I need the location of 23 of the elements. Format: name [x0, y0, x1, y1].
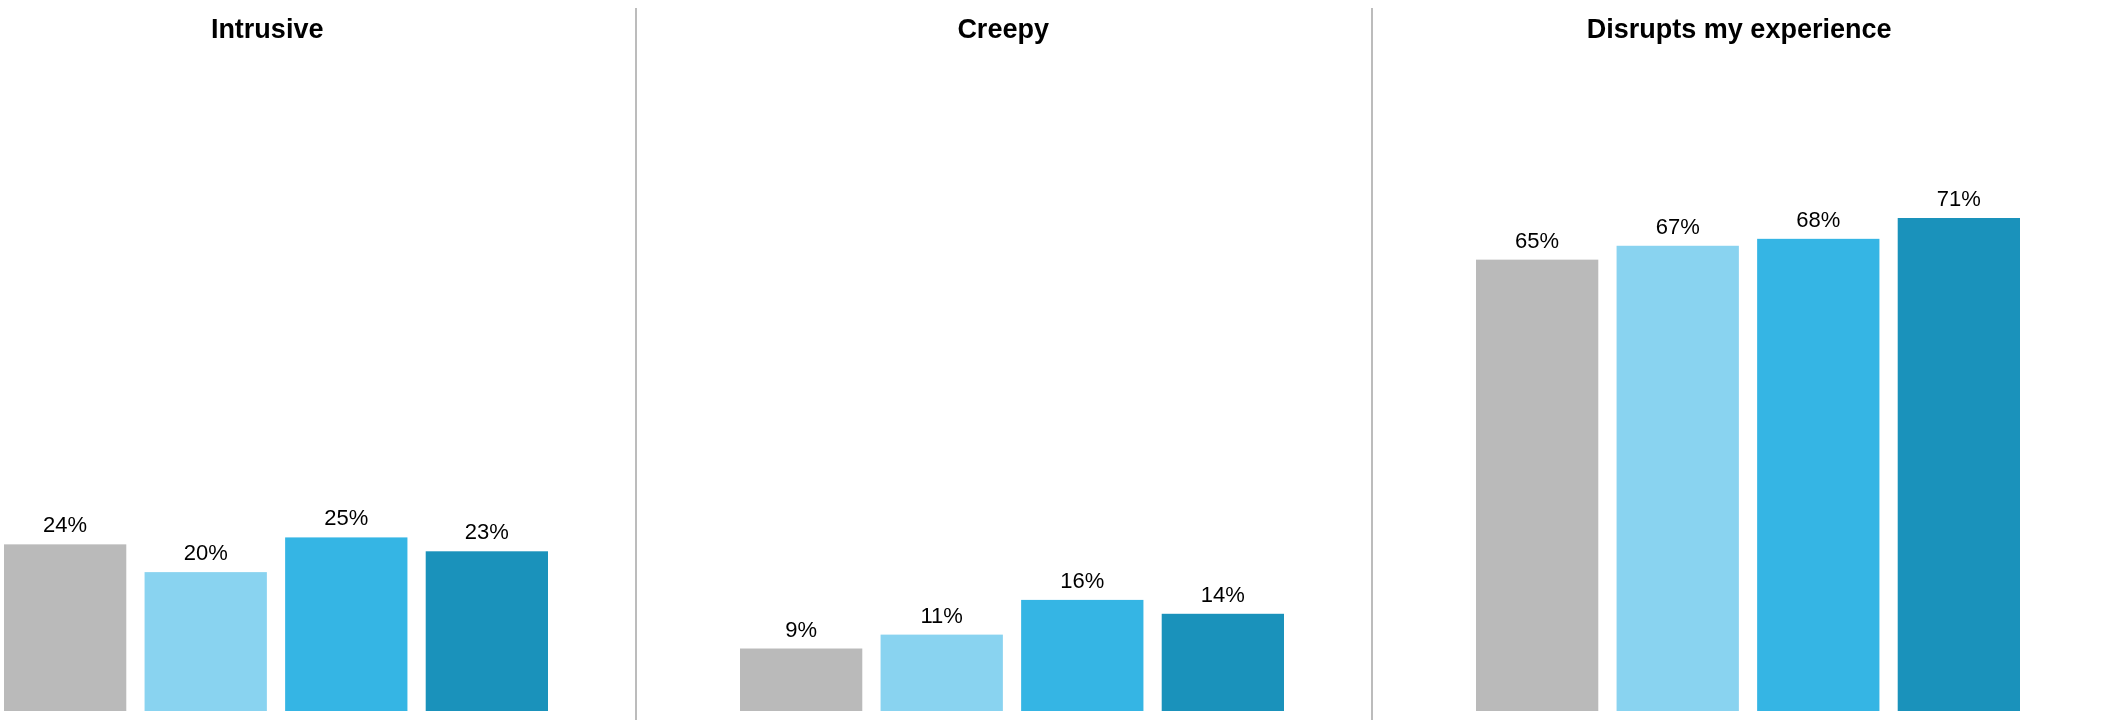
data-label: 16% — [1060, 567, 1105, 593]
data-label: 9% — [785, 616, 818, 642]
data-label: 65% — [1515, 227, 1560, 253]
chart-title: Disrupts my experience — [1586, 14, 1892, 44]
data-label: 25% — [324, 505, 369, 531]
data-label: 71% — [1936, 186, 1981, 211]
data-label: 68% — [1796, 206, 1841, 232]
bar — [740, 648, 863, 711]
chart-title: Intrusive — [210, 14, 324, 44]
data-label: 67% — [1655, 213, 1700, 239]
data-label: 20% — [183, 540, 228, 566]
data-label: 14% — [1200, 581, 1245, 607]
bar — [880, 634, 1003, 711]
bar — [144, 572, 267, 711]
data-label: 24% — [43, 512, 88, 538]
bar — [285, 537, 408, 711]
bar — [1161, 613, 1285, 711]
bar — [1021, 599, 1144, 711]
chart-title: Creepy — [957, 14, 1049, 44]
bar — [4, 544, 127, 711]
data-label: 11% — [920, 602, 963, 628]
bar — [425, 551, 548, 711]
data-label: 23% — [464, 519, 509, 545]
